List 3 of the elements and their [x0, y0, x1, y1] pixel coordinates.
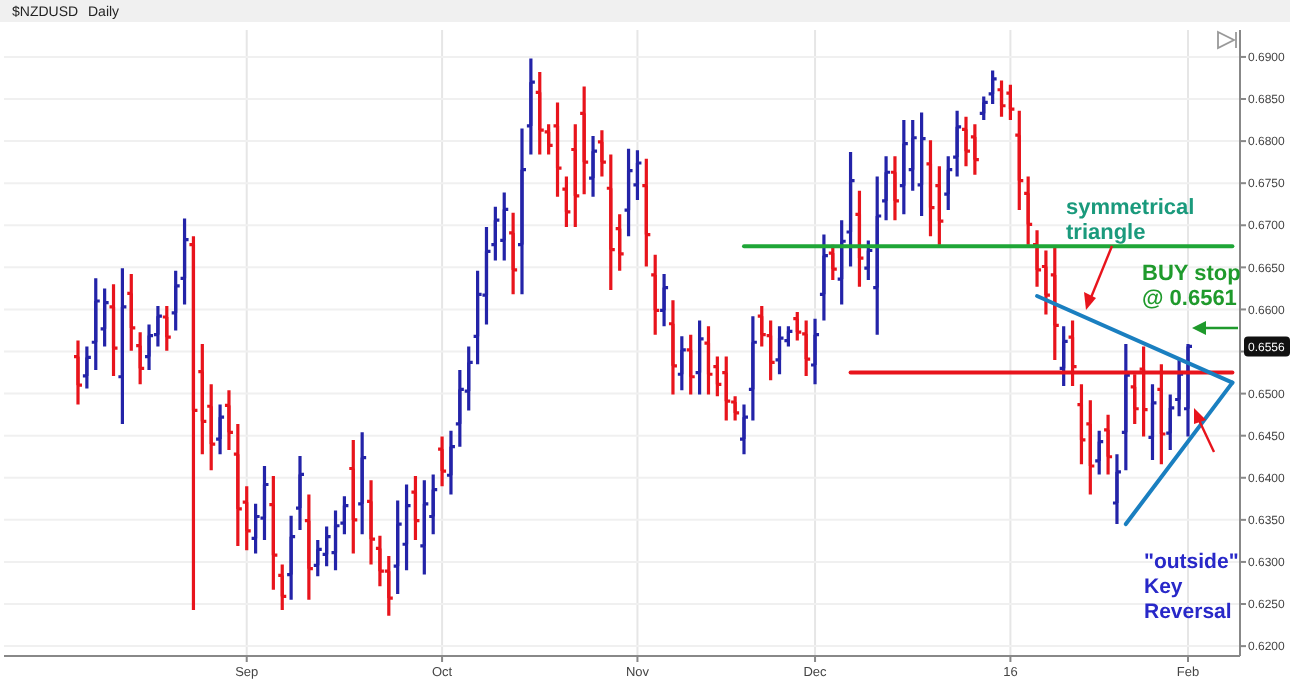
annotation: "outside" Key Reversal — [1144, 550, 1239, 624]
annotation: symmetrical triangle — [1066, 196, 1195, 245]
annotation: BUY stop @ 0.6561 — [1142, 262, 1242, 311]
